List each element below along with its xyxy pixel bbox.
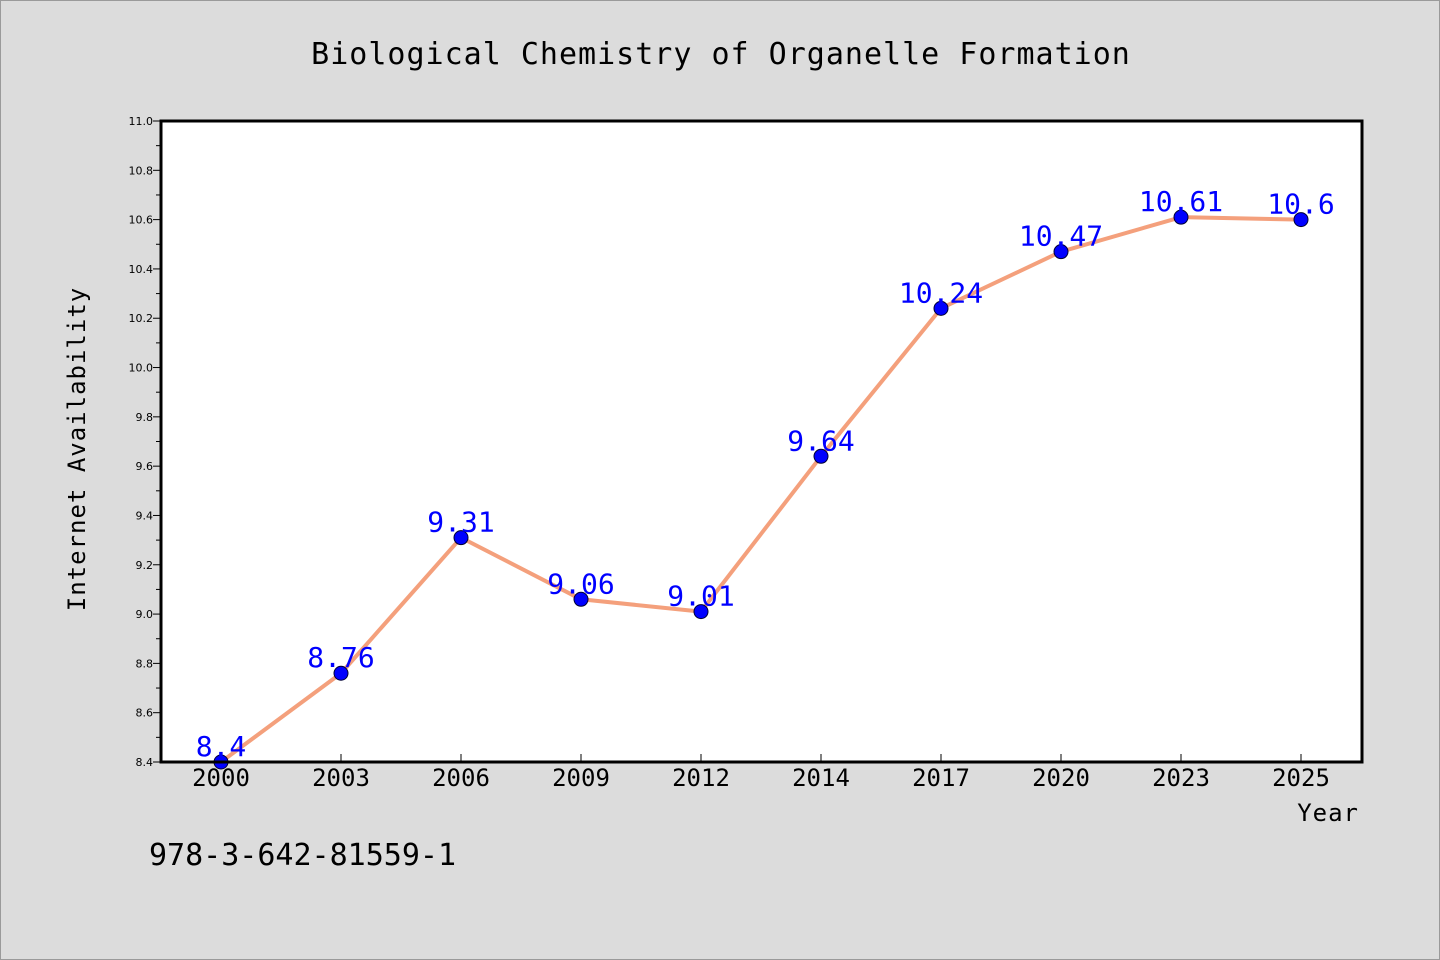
y-tick-label: 8.4 <box>136 756 154 769</box>
marker-group <box>213 209 1309 770</box>
x-tick-label: 2009 <box>552 764 610 792</box>
data-point-marker <box>1173 209 1189 225</box>
y-tick-label: 10.4 <box>129 263 154 276</box>
chart-title: Biological Chemistry of Organelle Format… <box>311 37 1131 72</box>
data-label: 10.47 <box>1019 220 1103 253</box>
data-point-marker <box>1293 212 1309 228</box>
plot-area <box>161 121 1362 762</box>
data-point-marker <box>813 448 829 464</box>
y-axis: 8.4 8.6 8.8 9.0 9.2 9.4 9.6 9.8 10.0 10.2 10.4 10.6… <box>129 115 161 769</box>
y-tick-label: 9.0 <box>136 608 154 621</box>
x-tick-label: 2003 <box>312 764 370 792</box>
data-label: 9.06 <box>547 567 614 600</box>
y-tick-label: 8.6 <box>136 707 154 720</box>
data-point-marker <box>933 300 949 316</box>
data-label-group: 8.4 8.76 9.31 9.06 9.01 9.64 10.24 10.47 10.61 10… <box>196 185 1335 763</box>
series-line-group <box>219 215 1303 764</box>
data-label: 9.31 <box>427 506 494 539</box>
data-label: 9.64 <box>787 424 854 457</box>
y-tick-label: 10.0 <box>129 362 154 375</box>
data-point-marker <box>333 665 349 681</box>
y-tick-label: 9.8 <box>136 411 154 424</box>
data-point-marker <box>693 604 709 620</box>
x-tick-label: 2017 <box>912 764 970 792</box>
x-axis: 2000 2003 2006 2009 2012 2014 2017 2020 2023 2025 <box>192 754 1330 792</box>
data-label: 8.4 <box>196 730 247 763</box>
data-label: 10.24 <box>899 276 983 309</box>
y-tick-label: 10.8 <box>129 164 154 177</box>
x-tick-label: 2014 <box>792 764 850 792</box>
y-tick-label: 10.2 <box>129 312 154 325</box>
x-tick-label: 2025 <box>1272 764 1330 792</box>
y-tick-label: 8.8 <box>136 657 154 670</box>
plot-frame <box>159 119 1364 764</box>
data-point-marker <box>573 591 589 607</box>
isbn-text: 978-3-642-81559-1 <box>149 838 456 873</box>
data-label: 10.61 <box>1139 185 1223 218</box>
y-tick-label: 9.4 <box>136 509 154 522</box>
data-label: 9.01 <box>667 580 734 613</box>
x-tick-label: 2012 <box>672 764 730 792</box>
x-tick-label: 2020 <box>1032 764 1090 792</box>
y-axis-label: Internet Availability <box>63 287 91 611</box>
data-label: 8.76 <box>307 641 374 674</box>
data-label: 10.6 <box>1267 188 1334 221</box>
y-tick-label: 9.2 <box>136 559 154 572</box>
y-tick-label: 11.0 <box>129 115 154 128</box>
data-point-marker <box>1053 244 1069 260</box>
series-line <box>219 215 1303 764</box>
x-axis-label: Year <box>1297 799 1359 827</box>
y-tick-label: 9.6 <box>136 460 154 473</box>
x-tick-label: 2023 <box>1152 764 1210 792</box>
x-tick-label: 2006 <box>432 764 490 792</box>
y-tick-label: 10.6 <box>129 214 154 227</box>
data-point-marker <box>453 530 469 546</box>
